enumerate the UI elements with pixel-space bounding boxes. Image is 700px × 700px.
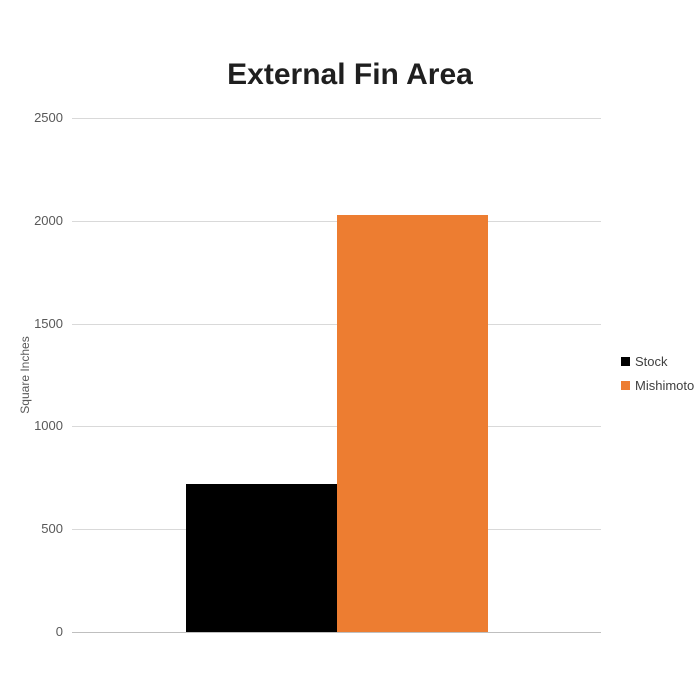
legend-item-mishimoto: Mishimoto <box>621 373 694 397</box>
y-tick-label: 1500 <box>34 315 63 331</box>
bar-mishimoto <box>336 214 488 632</box>
y-tick-label: 2500 <box>34 110 63 125</box>
y-tick-label: 500 <box>41 521 63 537</box>
legend-swatch-icon <box>621 380 630 390</box>
legend-label: Mishimoto <box>635 377 695 393</box>
legend-swatch-icon <box>621 356 630 366</box>
y-tick-label: 1000 <box>34 418 63 434</box>
chart-title: External Fin Area <box>227 58 473 91</box>
x-axis-line <box>72 632 601 633</box>
plot-area <box>72 118 601 633</box>
legend: Stock Mishimoto <box>621 349 694 397</box>
legend-item-stock: Stock <box>621 349 694 373</box>
gridline <box>72 118 601 119</box>
legend-label: Stock <box>635 353 668 369</box>
bar-stock <box>185 483 337 632</box>
y-axis-tick-labels: 0 500 1000 1500 2000 2500 <box>0 0 63 700</box>
y-tick-label: 0 <box>55 624 63 639</box>
y-tick-label: 2000 <box>34 212 63 228</box>
